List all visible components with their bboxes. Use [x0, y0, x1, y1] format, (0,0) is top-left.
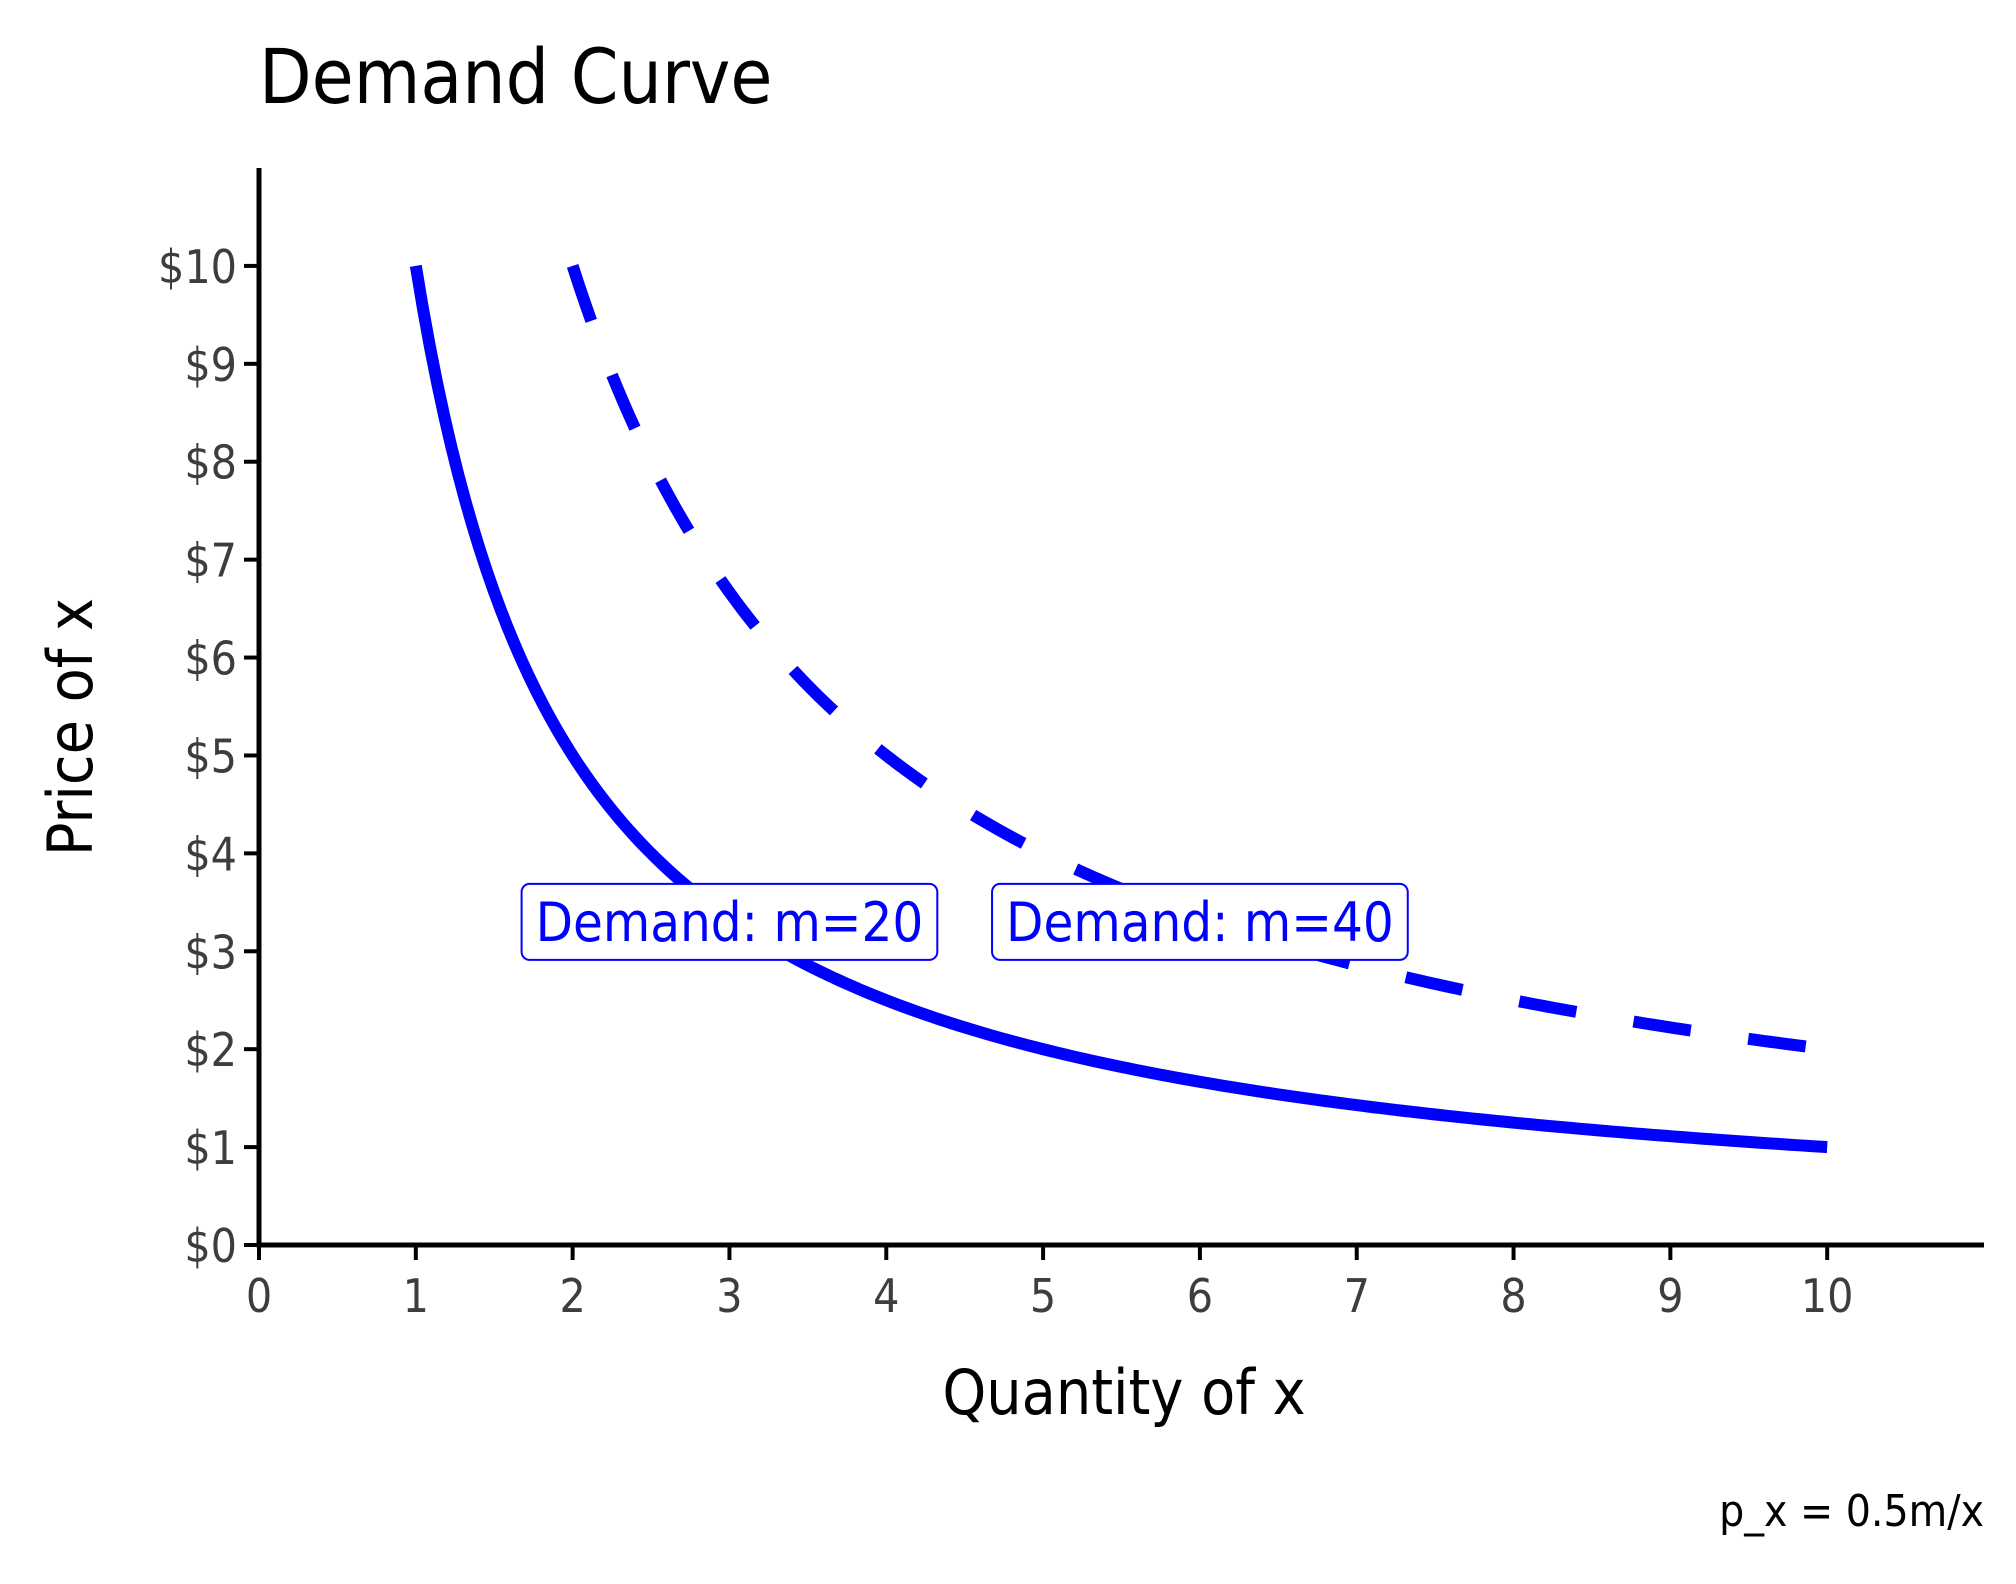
y-axis-title: Price of x	[34, 598, 107, 856]
label-box	[991, 882, 1409, 961]
x-tick-label: 8	[1500, 1269, 1526, 1323]
x-tick-label: 9	[1657, 1269, 1683, 1323]
annotations-layer: Demand: m=20 Demand: m=40	[520, 882, 1409, 961]
curves-layer	[409, 264, 1828, 1154]
y-tick-label: $2	[184, 1023, 237, 1077]
y-tick-label: $5	[184, 729, 237, 783]
label-text: Demand: m=20	[536, 891, 924, 954]
chart-caption: p_x = 0.5m/x	[1719, 1486, 1984, 1537]
x-tick-label: 10	[1801, 1269, 1854, 1323]
y-tick-label: $4	[184, 827, 237, 881]
x-tick-label: 6	[1187, 1269, 1213, 1323]
y-tick-label: $6	[184, 632, 237, 686]
y-tick-label: $10	[158, 240, 237, 294]
y-tick-label: $7	[184, 534, 237, 588]
y-tick-label: $9	[184, 338, 237, 392]
y-axis-ticks: $0 $1 $2 $3 $4 $5 $6 $7 $8 $9 $10	[158, 240, 259, 1273]
label-text: Demand: m=40	[1006, 891, 1394, 954]
x-tick-label: 3	[716, 1269, 742, 1323]
y-tick-label: $3	[184, 925, 237, 979]
x-axis-title: Quantity of x	[942, 1356, 1305, 1429]
y-tick-label: $1	[184, 1121, 237, 1175]
x-axis-ticks: 0 1 2 3 4 5 6 7 8 9 10	[246, 1245, 1854, 1323]
x-tick-label: 0	[246, 1269, 272, 1323]
label-box	[520, 882, 939, 961]
chart-title: Demand Curve	[259, 32, 772, 121]
demand-label-0: Demand: m=20	[520, 882, 939, 961]
x-tick-label: 1	[403, 1269, 429, 1323]
x-tick-label: 4	[873, 1269, 899, 1323]
x-tick-label: 5	[1030, 1269, 1056, 1323]
x-tick-label: 2	[559, 1269, 585, 1323]
demand-curve-m20	[409, 264, 1828, 1154]
x-tick-label: 7	[1344, 1269, 1370, 1323]
y-tick-label: $8	[184, 436, 237, 490]
y-tick-label: $0	[184, 1219, 237, 1273]
demand-label-1: Demand: m=40	[991, 882, 1409, 961]
